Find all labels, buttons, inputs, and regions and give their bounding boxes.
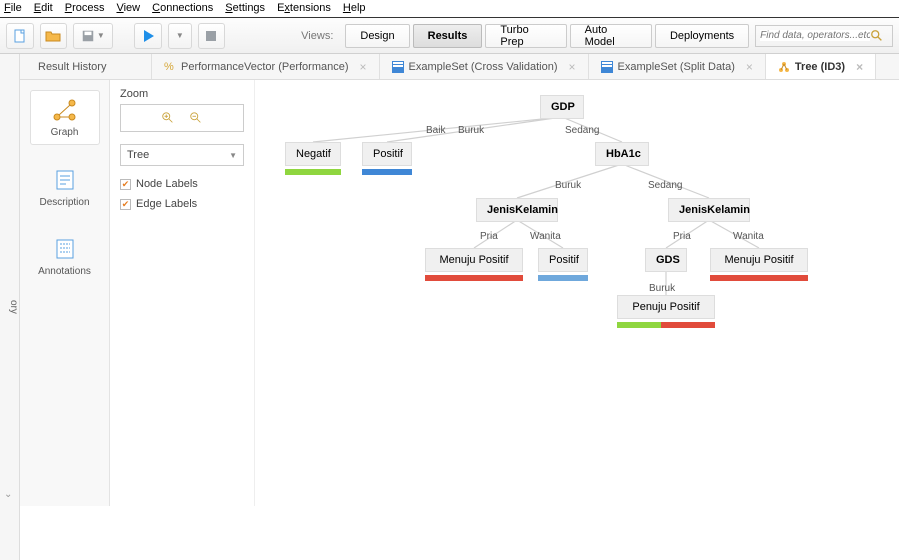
- tree-node-gds[interactable]: GDS: [645, 248, 687, 272]
- edge-label: Baik: [426, 125, 445, 136]
- tab-exampleset-split[interactable]: ExampleSet (Split Data)×: [589, 54, 766, 79]
- menu-process[interactable]: Process: [65, 2, 105, 15]
- stop-button[interactable]: [198, 23, 226, 49]
- edge-label: Buruk: [555, 180, 581, 191]
- edge-label: Buruk: [649, 283, 675, 294]
- table-icon: [392, 61, 404, 73]
- menu-edit[interactable]: Edit: [34, 2, 53, 15]
- open-file-button[interactable]: [40, 23, 68, 49]
- toolbar: ▼ ▼ Views: DesignResultsTurbo PrepAuto M…: [0, 18, 899, 54]
- run-button[interactable]: [134, 23, 162, 49]
- edge-label: Sedang: [565, 125, 599, 136]
- save-dropdown-button[interactable]: ▼: [73, 23, 112, 49]
- tree-node-positif1[interactable]: Positif: [362, 142, 412, 175]
- tree-node-hba1c[interactable]: HbA1c: [595, 142, 649, 166]
- close-icon[interactable]: ×: [746, 60, 753, 74]
- sidebar-item-annotations[interactable]: Annotations: [30, 230, 100, 283]
- side-panel: Graph Description Annotations: [20, 80, 110, 506]
- view-design[interactable]: Design: [345, 24, 409, 48]
- tab-exampleset-cv[interactable]: ExampleSet (Cross Validation)×: [380, 54, 589, 79]
- edge-label: Pria: [480, 231, 498, 242]
- menu-connections[interactable]: Connections: [152, 2, 213, 15]
- tree-mode-select[interactable]: Tree▼: [120, 144, 244, 166]
- description-icon: [52, 167, 78, 193]
- main-body: ⋮ ⌄ Graph Description Annotations Zoom T…: [0, 80, 899, 506]
- tab-tree[interactable]: Tree (ID3)×: [766, 54, 876, 79]
- tree-icon: [778, 61, 790, 73]
- menu-file[interactable]: File: [4, 2, 22, 15]
- annotations-icon: [52, 236, 78, 262]
- tab-result-history[interactable]: Result History: [20, 54, 152, 79]
- graph-icon: [52, 97, 78, 123]
- views-label: Views:: [301, 30, 333, 42]
- tree-node-negatif[interactable]: Negatif: [285, 142, 341, 175]
- close-icon[interactable]: ×: [569, 60, 576, 74]
- tree-canvas[interactable]: GDP Negatif Positif HbA1c JenisKelamin JenisK…: [255, 80, 899, 506]
- view-auto-model[interactable]: Auto Model: [570, 24, 652, 48]
- close-icon[interactable]: ×: [360, 60, 367, 74]
- search-box[interactable]: [755, 25, 893, 47]
- zoom-out-icon[interactable]: [189, 111, 203, 125]
- zoom-controls: [120, 104, 244, 132]
- edge-label: Sedang: [648, 180, 682, 191]
- tree-node-mp2[interactable]: Menuju Positif: [710, 248, 808, 281]
- search-icon: [870, 29, 884, 43]
- view-turbo-prep[interactable]: Turbo Prep: [485, 24, 566, 48]
- search-input[interactable]: [760, 30, 870, 41]
- table-icon: [601, 61, 613, 73]
- controls-panel: Zoom Tree▼ ✔Node Labels ✔Edge Labels: [110, 80, 255, 506]
- tree-node-mp1[interactable]: Menuju Positif: [425, 248, 523, 281]
- percent-icon: %: [164, 61, 176, 73]
- tree-node-gdp[interactable]: GDP: [540, 95, 584, 119]
- left-panel-toggle[interactable]: ory: [0, 54, 20, 560]
- edge-labels-checkbox[interactable]: ✔Edge Labels: [120, 198, 244, 210]
- menu-extensions[interactable]: Extensions: [277, 2, 331, 15]
- view-results[interactable]: Results: [413, 24, 483, 48]
- edge-label: Pria: [673, 231, 691, 242]
- tab-bar: ory Result History %PerformanceVector (P…: [0, 54, 899, 80]
- menubar: File Edit Process View Connections Settings Ex…: [0, 0, 899, 18]
- edge-label: Wanita: [733, 231, 764, 242]
- view-deployments[interactable]: Deployments: [655, 24, 749, 48]
- chevron-down-icon: ▼: [229, 151, 237, 160]
- run-dropdown-button[interactable]: ▼: [168, 23, 192, 49]
- tree-node-pp[interactable]: Penuju Positif: [617, 295, 715, 328]
- sidebar-item-graph[interactable]: Graph: [30, 90, 100, 145]
- zoom-label: Zoom: [120, 88, 244, 100]
- edge-label: Buruk: [458, 125, 484, 136]
- menu-settings[interactable]: Settings: [225, 2, 265, 15]
- zoom-in-icon[interactable]: [161, 111, 175, 125]
- close-icon[interactable]: ×: [856, 60, 863, 74]
- tree-node-jk2[interactable]: JenisKelamin: [668, 198, 750, 222]
- sidebar-item-description[interactable]: Description: [30, 161, 100, 214]
- menu-help[interactable]: Help: [343, 2, 366, 15]
- edge-label: Wanita: [530, 231, 561, 242]
- menu-view[interactable]: View: [116, 2, 140, 15]
- expand-icon[interactable]: ⌄: [4, 489, 12, 500]
- new-file-button[interactable]: [6, 23, 34, 49]
- tree-node-jk1[interactable]: JenisKelamin: [476, 198, 558, 222]
- tab-performance[interactable]: %PerformanceVector (Performance)×: [152, 54, 380, 79]
- node-labels-checkbox[interactable]: ✔Node Labels: [120, 178, 244, 190]
- tree-node-positif2[interactable]: Positif: [538, 248, 588, 281]
